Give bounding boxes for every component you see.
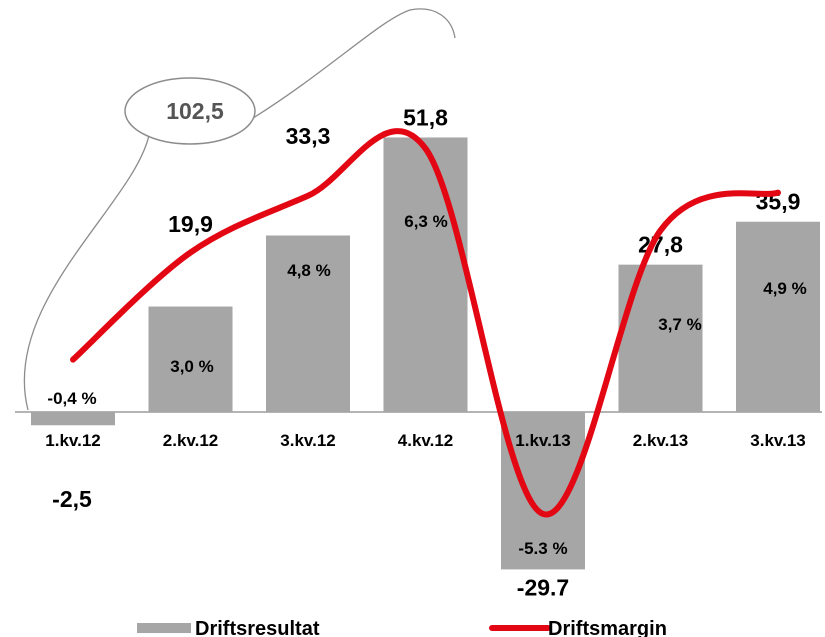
bar-value-2-kv-12: 19,9 [168, 211, 213, 237]
bar-value-4-kv-12: 51,8 [403, 104, 448, 130]
margin-label-1-kv-12: -0,4 % [47, 389, 96, 408]
category-label-3-kv-13: 3.kv.13 [750, 431, 805, 450]
margin-label-3-kv-13: 4,9 % [763, 279, 806, 298]
category-labels: 1.kv.12 2.kv.12 3.kv.12 4.kv.12 1.kv.13 2.kv.… [45, 431, 805, 450]
bars [31, 137, 820, 570]
driftsmargin-line [70, 128, 781, 518]
margin-label-4-kv-12: 6,3 % [404, 212, 447, 231]
margin-label-2-kv-12: 3,0 % [170, 357, 213, 376]
annotation-group: 102,5 [23, 8, 456, 411]
bar-value-3-kv-12: 33,3 [286, 123, 331, 149]
bar-1-kv-12 [31, 412, 115, 426]
annotation-brace [23, 8, 456, 411]
bar-value-1-kv-13: -29.7 [517, 574, 569, 600]
category-label-1-kv-13: 1.kv.13 [515, 431, 570, 450]
margin-label-1-kv-13: -5.3 % [518, 539, 567, 558]
margin-label-2-kv-13: 3,7 % [658, 315, 701, 334]
category-label-1-kv-12: 1.kv.12 [45, 431, 100, 450]
bar-2-kv-13 [618, 264, 703, 412]
bar-value-1-kv-12: -2,5 [52, 486, 92, 512]
bar-4-kv-12 [383, 137, 468, 412]
legend-label-driftsresultat: Driftsresultat [195, 618, 320, 637]
bar-value-labels: -2,519,933,351,8-29.727,835,9 [52, 104, 800, 600]
category-label-2-kv-12: 2.kv.12 [163, 431, 218, 450]
margin-label-3-kv-12: 4,8 % [287, 261, 330, 280]
margin-labels: -0,4 % 3,0 % 4,8 % 6,3 % -5.3 % 3,7 % 4,9 % [47, 212, 806, 558]
category-label-4-kv-12: 4.kv.12 [398, 431, 453, 450]
bar-3-kv-13 [736, 221, 820, 412]
legend-label-driftsmargin: Driftsmargin [548, 618, 667, 637]
annotation-label: 102,5 [166, 98, 224, 124]
legend: Driftsresultat Driftsmargin [137, 618, 667, 637]
legend-swatch-driftsresultat [137, 623, 191, 633]
annotation-ellipse [124, 77, 256, 145]
category-label-3-kv-12: 3.kv.12 [280, 431, 335, 450]
category-label-2-kv-13: 2.kv.13 [633, 431, 688, 450]
bar-2-kv-12 [148, 306, 233, 412]
bar-3-kv-12 [266, 235, 350, 412]
